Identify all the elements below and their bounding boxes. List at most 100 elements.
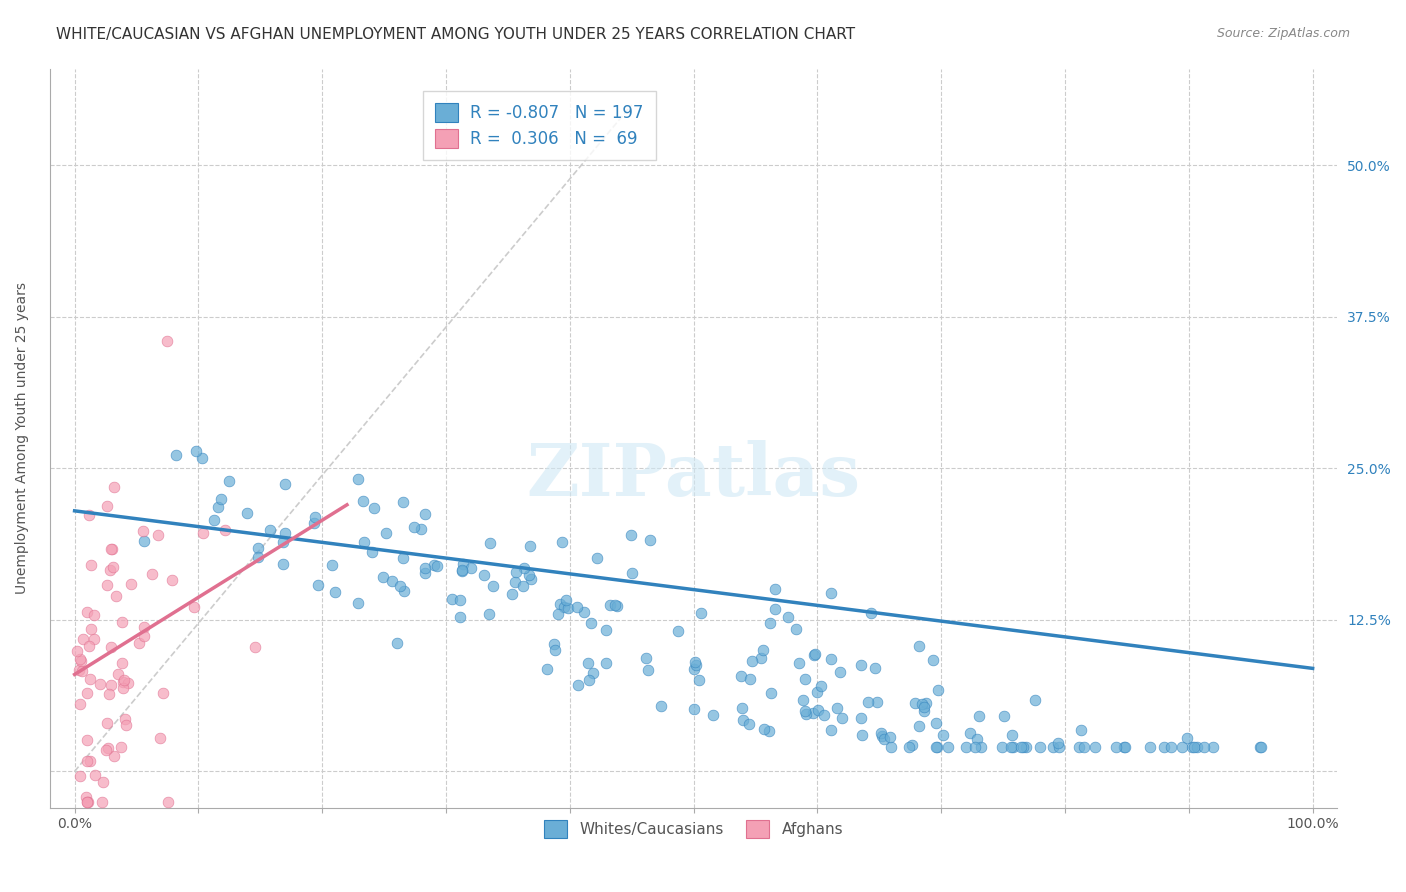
Point xyxy=(392,495,415,509)
Point xyxy=(866,695,889,709)
Point xyxy=(1160,740,1182,755)
Point xyxy=(100,542,122,557)
Point xyxy=(117,675,139,690)
Point xyxy=(820,586,842,600)
Point xyxy=(353,534,375,549)
Point xyxy=(449,610,471,624)
Point xyxy=(912,700,935,714)
Point xyxy=(375,525,398,540)
Point xyxy=(557,600,579,615)
Point xyxy=(810,679,832,693)
Point xyxy=(1067,740,1090,755)
Point xyxy=(685,655,707,669)
Point xyxy=(793,672,815,686)
Point xyxy=(1047,736,1070,750)
Point xyxy=(925,715,948,730)
Point xyxy=(149,731,172,745)
Text: ZIPatlas: ZIPatlas xyxy=(527,440,860,510)
Point xyxy=(236,506,259,520)
Point xyxy=(91,774,114,789)
Point xyxy=(763,582,786,597)
Point xyxy=(110,740,132,755)
Point xyxy=(423,558,446,573)
Point xyxy=(620,528,643,542)
Point xyxy=(409,522,432,536)
Point xyxy=(413,566,436,581)
Point xyxy=(247,541,270,555)
Point xyxy=(214,523,236,537)
Point xyxy=(1139,740,1161,755)
Point xyxy=(274,477,297,491)
Point xyxy=(787,656,810,670)
Point xyxy=(69,769,91,783)
Point xyxy=(634,650,657,665)
Point xyxy=(69,652,91,666)
Point xyxy=(794,705,817,719)
Point xyxy=(112,673,135,688)
Point xyxy=(553,600,575,615)
Point xyxy=(128,636,150,650)
Point xyxy=(392,583,415,598)
Point xyxy=(385,636,408,650)
Point xyxy=(94,743,117,757)
Point xyxy=(820,723,842,737)
Point xyxy=(141,566,163,581)
Point xyxy=(132,524,155,538)
Point xyxy=(1249,740,1271,755)
Point xyxy=(79,754,101,768)
Point xyxy=(741,654,763,668)
Point xyxy=(209,491,232,506)
Point xyxy=(80,558,103,572)
Point xyxy=(1187,740,1209,755)
Point xyxy=(512,561,534,575)
Point xyxy=(107,667,129,681)
Point xyxy=(361,545,384,559)
Point xyxy=(731,701,754,715)
Point xyxy=(683,702,706,716)
Point xyxy=(925,740,948,755)
Point xyxy=(111,656,134,670)
Point xyxy=(1024,693,1046,707)
Point xyxy=(758,723,780,738)
Point xyxy=(1070,723,1092,738)
Point xyxy=(851,711,873,725)
Point xyxy=(898,740,921,755)
Point xyxy=(321,558,343,573)
Point xyxy=(347,472,370,486)
Point xyxy=(785,622,807,636)
Point xyxy=(352,494,374,508)
Point xyxy=(77,508,100,523)
Point xyxy=(1114,740,1136,755)
Point xyxy=(1153,740,1175,755)
Point xyxy=(865,661,887,675)
Point xyxy=(565,599,588,614)
Point xyxy=(96,715,118,730)
Point xyxy=(402,520,425,534)
Point xyxy=(114,712,136,726)
Point xyxy=(83,632,105,647)
Point xyxy=(218,475,240,489)
Point xyxy=(927,683,949,698)
Point xyxy=(134,619,156,633)
Point xyxy=(536,662,558,676)
Point xyxy=(162,573,184,587)
Point xyxy=(505,565,527,579)
Point xyxy=(574,605,596,619)
Point xyxy=(512,578,534,592)
Point xyxy=(517,567,540,582)
Point xyxy=(870,726,893,740)
Point xyxy=(65,644,87,658)
Point xyxy=(97,740,120,755)
Point xyxy=(451,564,474,578)
Point xyxy=(640,533,662,547)
Point xyxy=(76,686,98,700)
Point xyxy=(152,686,174,700)
Point xyxy=(825,701,848,715)
Point xyxy=(851,728,873,742)
Point xyxy=(543,637,565,651)
Point xyxy=(120,577,142,591)
Point xyxy=(193,526,215,541)
Point xyxy=(302,516,325,530)
Point xyxy=(830,665,852,679)
Point xyxy=(606,599,628,614)
